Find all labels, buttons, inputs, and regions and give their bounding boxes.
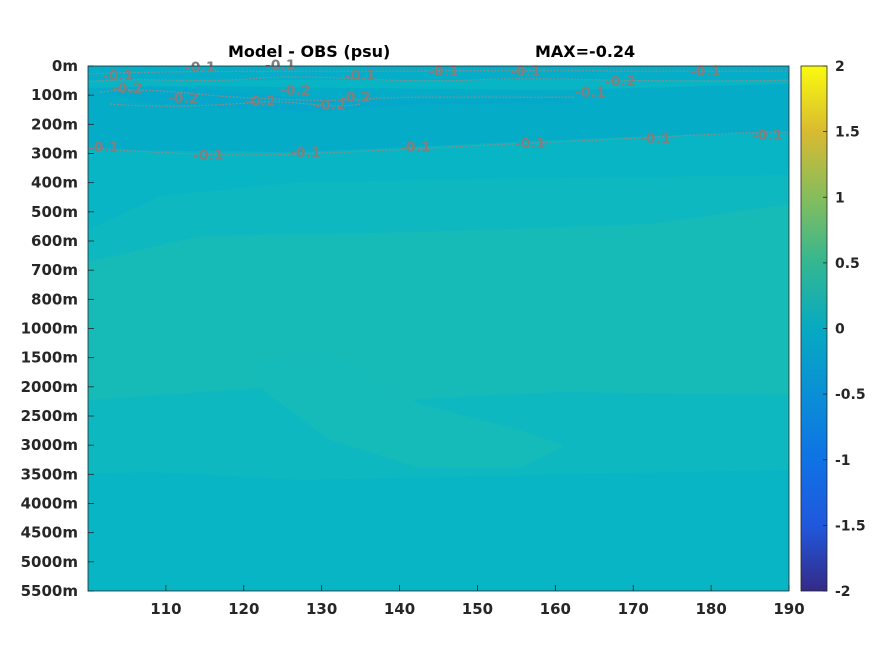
contour-labels: -0.1 -0.1 -0.1-0.1 -0.1 -0.1 -0.1-0.2-0.2 -0.2… xyxy=(88,58,783,164)
contour-label: -0.1 xyxy=(515,136,546,152)
y-tick-label: 200m xyxy=(31,115,78,133)
colorbar-tick-label: 2 xyxy=(835,59,845,75)
colorbar-tick-label: -0.5 xyxy=(835,387,866,403)
colorbar-tick-label: -1 xyxy=(835,453,851,469)
field-region-min xyxy=(100,86,580,112)
plot-frame xyxy=(87,65,790,592)
x-tick-label: 140 xyxy=(384,600,415,618)
contour-label: -0.1 xyxy=(103,68,134,84)
x-tick-label: 150 xyxy=(462,600,493,618)
y-tick-label: 5000m xyxy=(21,553,78,571)
colorbar-tick-label: -2 xyxy=(835,584,851,600)
chart-title: Model - OBS (psu) xyxy=(228,42,391,61)
x-tick-label: 110 xyxy=(150,600,181,618)
contour-minus-0-2b xyxy=(109,101,361,107)
contour-label: -0.2 xyxy=(168,91,199,107)
x-axis: 110 120 130 140 150 160 170 180 190 xyxy=(150,585,805,618)
contour-label: -0.2 xyxy=(340,90,371,106)
max-value-label: MAX=-0.24 xyxy=(535,42,636,61)
contour-label: -0.1 xyxy=(345,68,376,84)
contour-lines xyxy=(87,70,790,156)
y-tick-label: 0m xyxy=(52,57,78,75)
contour-surface xyxy=(87,76,790,83)
x-tick-label: 170 xyxy=(618,600,649,618)
plot-area xyxy=(87,66,790,591)
x-tick-label: 160 xyxy=(540,600,571,618)
y-tick-label: 100m xyxy=(31,86,78,104)
contour-label: -0.1 xyxy=(690,64,721,80)
y-tick-label: 4000m xyxy=(21,495,78,513)
contour-label: -0.1 xyxy=(290,145,321,161)
contour-surface-2 xyxy=(87,70,790,75)
y-axis: 0m 100m 200m 300m 400m 500m 600m 700m 800m 1000m 1… xyxy=(21,57,94,600)
x-tick-label: 120 xyxy=(228,600,259,618)
y-tick-label: 300m xyxy=(31,145,78,163)
y-tick-label: 1500m xyxy=(21,349,78,367)
colorbar-tick-label: 1 xyxy=(835,190,845,206)
field-region-deep-plume xyxy=(255,354,565,468)
contour-label: -0.1 xyxy=(185,60,216,76)
colorbar-ticks: 2 1.5 1 0.5 0 -0.5 -1 -1.5 -2 xyxy=(823,59,866,600)
contour-label: -0.1 xyxy=(193,148,224,164)
x-tick-label: 180 xyxy=(695,600,726,618)
y-tick-label: 5500m xyxy=(21,582,78,600)
y-tick-label: 4500m xyxy=(21,524,78,542)
colorbar: 2 1.5 1 0.5 0 -0.5 -1 -1.5 -2 xyxy=(800,59,866,600)
colorbar-tick-label: 0.5 xyxy=(835,256,860,272)
contour-label: -0.2 xyxy=(112,81,143,97)
x-tick-label: 130 xyxy=(306,600,337,618)
contour-label: -0.1 xyxy=(428,64,459,80)
contour-label: -0.2 xyxy=(280,83,311,99)
contour-label: -0.1 xyxy=(575,85,606,101)
y-tick-label: 2500m xyxy=(21,407,78,425)
x-tick-label: 190 xyxy=(773,600,804,618)
colorbar-tick-label: -1.5 xyxy=(835,518,866,534)
y-tick-label: 600m xyxy=(31,232,78,250)
y-tick-label: 500m xyxy=(31,203,78,221)
colorbar-tick-label: 0 xyxy=(835,322,845,338)
y-tick-label: 2000m xyxy=(21,378,78,396)
colorbar-gradient xyxy=(800,65,828,592)
contour-label: -0.1 xyxy=(510,64,541,80)
contour-label: -0.2 xyxy=(315,98,346,114)
contour-label: -0.1 xyxy=(752,128,783,144)
field-region-warmer xyxy=(88,204,789,400)
y-tick-label: 700m xyxy=(31,261,78,279)
y-tick-label: 3000m xyxy=(21,436,78,454)
contour-label: -0.2 xyxy=(605,74,636,90)
y-tick-label: 3500m xyxy=(21,465,78,483)
colorbar-tick-label: 1.5 xyxy=(835,125,860,141)
contour-label: -0.1 xyxy=(640,131,671,147)
contour-minus-0-1-mid xyxy=(87,131,790,156)
y-tick-label: 800m xyxy=(31,290,78,308)
contour-label: -0.1 xyxy=(88,140,119,156)
contour-label: -0.1 xyxy=(400,140,431,156)
y-tick-label: 400m xyxy=(31,174,78,192)
contour-minus-0-2 xyxy=(99,89,576,101)
field-surface-band xyxy=(88,66,789,80)
contour-label: -0.2 xyxy=(245,94,276,110)
y-tick-label: 1000m xyxy=(21,320,78,338)
